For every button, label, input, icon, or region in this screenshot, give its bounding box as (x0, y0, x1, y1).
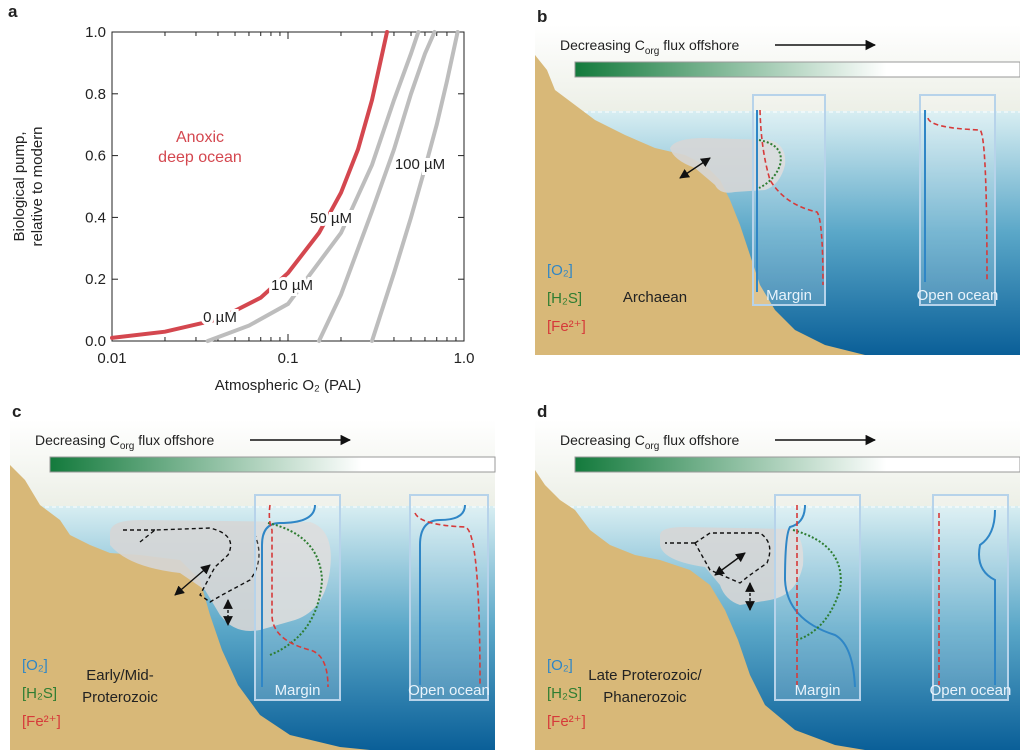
h2s-profile (267, 522, 324, 656)
legend-item: [Fe²⁺] (22, 713, 61, 730)
panel-label: d (537, 402, 547, 421)
legend-item: [H₂S] (547, 685, 582, 702)
x-tick-label: 1.0 (454, 350, 475, 367)
exchange-arrow (714, 552, 746, 576)
fe-profile (927, 117, 988, 281)
open-ocean-label: Open ocean (930, 682, 1012, 699)
legend-item: [H₂S] (547, 290, 582, 307)
x-tick-label: 0.1 (278, 350, 299, 367)
legend-item: [O₂] (22, 657, 48, 674)
chart-a: a 0.0 0.2 0.4 0.6 0.8 1.0 0.01 0.1 1.0 Atmospheric… (8, 2, 474, 394)
era-label: Late Proterozoic/ (588, 667, 702, 684)
exchange-arrow (174, 564, 211, 596)
omz (110, 520, 331, 631)
y-tick-label: 0.8 (85, 86, 106, 103)
y-tick-label: 0.2 (85, 271, 106, 288)
flux-subscript: org (645, 46, 659, 57)
profile-box (932, 494, 1009, 701)
circulation (694, 532, 771, 584)
y-tick-label: 0.6 (85, 148, 106, 165)
profile-box (919, 94, 996, 306)
profile-box (409, 494, 489, 701)
annotation: Anoxic (176, 129, 224, 146)
flux-text: Decreasing C (35, 432, 120, 448)
flux-subscript: org (645, 441, 659, 452)
flux-title: Decreasing Corg flux offshore (35, 432, 215, 452)
flux-text: Decreasing C (560, 37, 645, 53)
fe-profile (414, 512, 481, 686)
y-tick-label: 0.4 (85, 209, 106, 226)
legend-item: [H₂S] (22, 685, 57, 702)
o2-profile (978, 509, 996, 685)
h2s-profile (758, 139, 782, 189)
y-tick-label: 1.0 (85, 24, 106, 41)
x-axis-label: Atmospheric O₂ (PAL) (215, 377, 361, 394)
o2-profile (261, 504, 316, 687)
series-line (110, 30, 389, 340)
margin-label: Margin (275, 682, 321, 699)
profile-box (254, 494, 341, 701)
legend-item: [Fe²⁺] (547, 713, 586, 730)
margin-label: Margin (766, 287, 812, 304)
y-axis-label: Biological pump, (11, 131, 28, 241)
h2s-profile (792, 529, 842, 641)
flux-title: Decreasing Corg flux offshore (560, 37, 740, 57)
panel-label: c (12, 402, 21, 421)
legend-item: [Fe²⁺] (547, 318, 586, 335)
flux-title: Decreasing Corg flux offshore (560, 432, 740, 452)
legend-item: [O₂] (547, 262, 573, 279)
plot-frame (111, 31, 465, 342)
era-label: Proterozoic (82, 689, 158, 706)
panel-label: b (537, 7, 547, 26)
fe-profile (759, 109, 824, 286)
open-ocean-label: Open ocean (408, 682, 490, 699)
series-line (317, 30, 437, 343)
circulation (139, 527, 260, 603)
flux-text: Decreasing C (560, 432, 645, 448)
o2-profile (419, 504, 466, 685)
land (535, 55, 865, 355)
flux-text: flux offshore (138, 432, 214, 448)
series-label: 100 µM (395, 156, 445, 173)
margin-label: Margin (795, 682, 841, 699)
series-label: 10 µM (271, 277, 313, 294)
panel-d: d Decreasing Corg flux offshore [O₂] [H₂S] [F… (535, 402, 1020, 750)
era-label: Phanerozoic (603, 689, 687, 706)
exchange-arrow (679, 157, 711, 179)
panel-b: b Decreasing Corg flux offshore [O₂] [H₂S] [F… (535, 7, 1020, 355)
series-line (205, 30, 421, 343)
x-tick-label: 0.01 (97, 350, 126, 367)
era-label: Archaean (623, 289, 687, 306)
y-axis-label: relative to modern (29, 126, 46, 246)
y-tick-label: 0.0 (85, 333, 106, 350)
flux-bar (574, 456, 1020, 473)
land (10, 465, 370, 750)
flux-text: flux offshore (663, 432, 739, 448)
series-label: 0 µM (203, 309, 237, 326)
flux-subscript: org (120, 441, 134, 452)
flux-text: flux offshore (663, 37, 739, 53)
annotation: deep ocean (158, 149, 242, 166)
flux-bar (49, 456, 496, 473)
era-label: Early/Mid- (86, 667, 154, 684)
legend-item: [O₂] (547, 657, 573, 674)
land (535, 470, 865, 750)
open-ocean-label: Open ocean (917, 287, 999, 304)
flux-bar (574, 61, 1020, 78)
panel-label: a (8, 2, 18, 21)
panel-c: c Decreasing Corg flux offshore [O₂] [H₂S] [F… (10, 402, 496, 750)
fe-profile (268, 504, 329, 688)
series-line (370, 30, 460, 343)
series-label: 50 µM (310, 210, 352, 227)
